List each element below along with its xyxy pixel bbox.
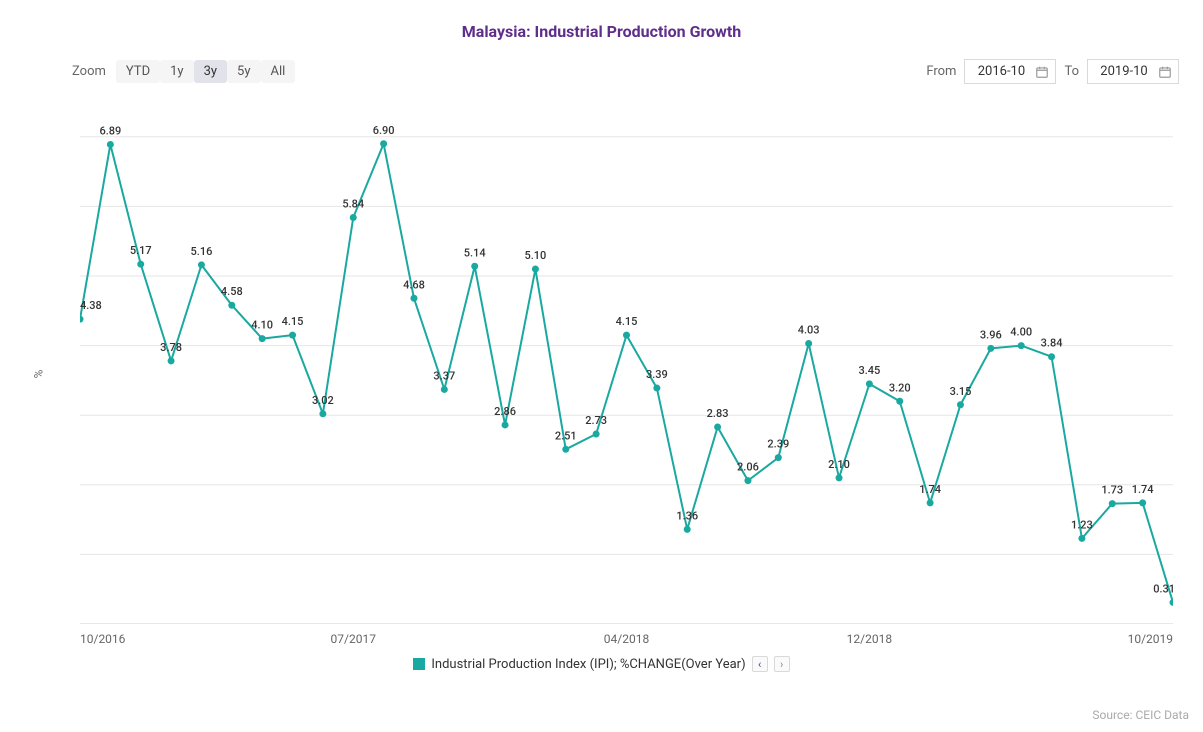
- svg-text:3.78: 3.78: [160, 341, 182, 354]
- legend-swatch: [413, 658, 425, 670]
- controls-row: Zoom YTD1y3y5yAll From 2016-10 To 2019-1…: [0, 59, 1203, 92]
- svg-text:2.51: 2.51: [555, 429, 577, 442]
- plot-region[interactable]: 1.002.003.004.005.006.007.004.386.895.17…: [80, 102, 1173, 624]
- legend-row: Industrial Production Index (IPI); %CHAN…: [0, 656, 1203, 676]
- svg-text:5.16: 5.16: [191, 245, 213, 258]
- zoom-label: Zoom: [72, 64, 106, 79]
- svg-text:3.96: 3.96: [980, 328, 1002, 341]
- legend-prev-button[interactable]: ‹: [752, 656, 768, 672]
- svg-text:3.37: 3.37: [433, 369, 455, 382]
- svg-text:4.68: 4.68: [403, 278, 425, 291]
- to-label: To: [1064, 64, 1079, 79]
- svg-text:4.03: 4.03: [798, 324, 820, 337]
- svg-text:2.86: 2.86: [494, 405, 516, 418]
- svg-text:3.39: 3.39: [646, 368, 668, 381]
- svg-text:4.58: 4.58: [221, 285, 243, 298]
- source-attribution: Source: CEIC Data: [1092, 708, 1189, 722]
- svg-text:2.10: 2.10: [828, 458, 850, 471]
- svg-text:5.10: 5.10: [525, 249, 547, 262]
- svg-text:3.02: 3.02: [312, 394, 334, 407]
- svg-text:6.89: 6.89: [99, 124, 121, 137]
- svg-text:2.83: 2.83: [707, 407, 729, 420]
- calendar-icon: [1158, 65, 1172, 79]
- to-date-input[interactable]: 2019-10: [1087, 59, 1179, 84]
- legend-label: Industrial Production Index (IPI); %CHAN…: [431, 657, 745, 672]
- y-axis-label: %: [31, 370, 45, 379]
- legend-next-button[interactable]: ›: [774, 656, 790, 672]
- x-tick-label: 07/2017: [331, 632, 376, 646]
- svg-text:1.36: 1.36: [676, 509, 698, 522]
- from-label: From: [926, 64, 956, 79]
- svg-text:4.15: 4.15: [616, 315, 638, 328]
- zoom-group: Zoom YTD1y3y5yAll: [72, 64, 295, 79]
- svg-text:2.73: 2.73: [585, 414, 607, 427]
- chart-title: Malaysia: Industrial Production Growth: [0, 0, 1203, 59]
- svg-text:1.73: 1.73: [1101, 484, 1123, 497]
- svg-text:3.84: 3.84: [1041, 337, 1063, 350]
- zoom-button-1y[interactable]: 1y: [160, 60, 193, 83]
- x-tick-label: 10/2016: [80, 632, 125, 646]
- svg-text:3.20: 3.20: [889, 381, 911, 394]
- svg-text:1.23: 1.23: [1071, 518, 1093, 531]
- svg-text:3.45: 3.45: [858, 364, 880, 377]
- svg-text:4.15: 4.15: [282, 315, 304, 328]
- zoom-button-ytd[interactable]: YTD: [116, 60, 160, 83]
- svg-text:0.31: 0.31: [1153, 582, 1173, 595]
- svg-text:2.06: 2.06: [737, 461, 759, 474]
- zoom-button-5y[interactable]: 5y: [227, 60, 260, 83]
- x-tick-label: 10/2019: [1128, 632, 1173, 646]
- svg-text:3.15: 3.15: [950, 385, 972, 398]
- svg-text:4.10: 4.10: [251, 319, 273, 332]
- chart-area: % 1.002.003.004.005.006.007.004.386.895.…: [24, 96, 1179, 652]
- from-date-input[interactable]: 2016-10: [964, 59, 1056, 84]
- x-tick-label: 12/2018: [847, 632, 892, 646]
- svg-text:1.74: 1.74: [1132, 483, 1154, 496]
- zoom-button-all[interactable]: All: [261, 60, 296, 83]
- to-date-value: 2019-10: [1100, 64, 1147, 79]
- x-tick-label: 04/2018: [604, 632, 649, 646]
- svg-text:5.14: 5.14: [464, 246, 486, 259]
- svg-text:5.17: 5.17: [130, 244, 152, 257]
- svg-text:4.38: 4.38: [80, 299, 102, 312]
- svg-text:6.90: 6.90: [373, 124, 395, 137]
- svg-text:5.84: 5.84: [342, 198, 364, 211]
- calendar-icon: [1035, 65, 1049, 79]
- svg-text:2.39: 2.39: [767, 438, 789, 451]
- from-date-value: 2016-10: [978, 64, 1025, 79]
- zoom-button-3y[interactable]: 3y: [194, 60, 227, 83]
- date-range-group: From 2016-10 To 2019-10: [926, 59, 1179, 84]
- svg-text:4.00: 4.00: [1010, 326, 1032, 339]
- svg-text:1.74: 1.74: [919, 483, 941, 496]
